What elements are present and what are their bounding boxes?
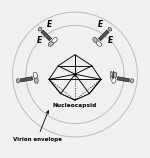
Text: M: M — [109, 75, 114, 79]
Text: E: E — [108, 36, 113, 45]
Ellipse shape — [34, 77, 38, 83]
Ellipse shape — [16, 79, 20, 83]
Ellipse shape — [38, 27, 42, 31]
Text: M: M — [109, 70, 114, 76]
Text: Virion envelope: Virion envelope — [13, 111, 61, 142]
Ellipse shape — [52, 37, 57, 43]
Polygon shape — [20, 77, 33, 82]
Ellipse shape — [113, 72, 117, 78]
Ellipse shape — [93, 37, 98, 43]
Ellipse shape — [96, 41, 102, 46]
Ellipse shape — [48, 41, 54, 46]
Text: E: E — [37, 36, 42, 45]
Ellipse shape — [108, 27, 112, 31]
Polygon shape — [41, 30, 52, 41]
Text: E: E — [47, 20, 52, 29]
Text: E: E — [98, 20, 103, 29]
Text: Nucleocapsid: Nucleocapsid — [53, 103, 97, 108]
Ellipse shape — [130, 79, 134, 83]
Ellipse shape — [112, 77, 116, 83]
Ellipse shape — [33, 72, 37, 78]
Polygon shape — [117, 77, 130, 82]
Polygon shape — [98, 30, 109, 41]
